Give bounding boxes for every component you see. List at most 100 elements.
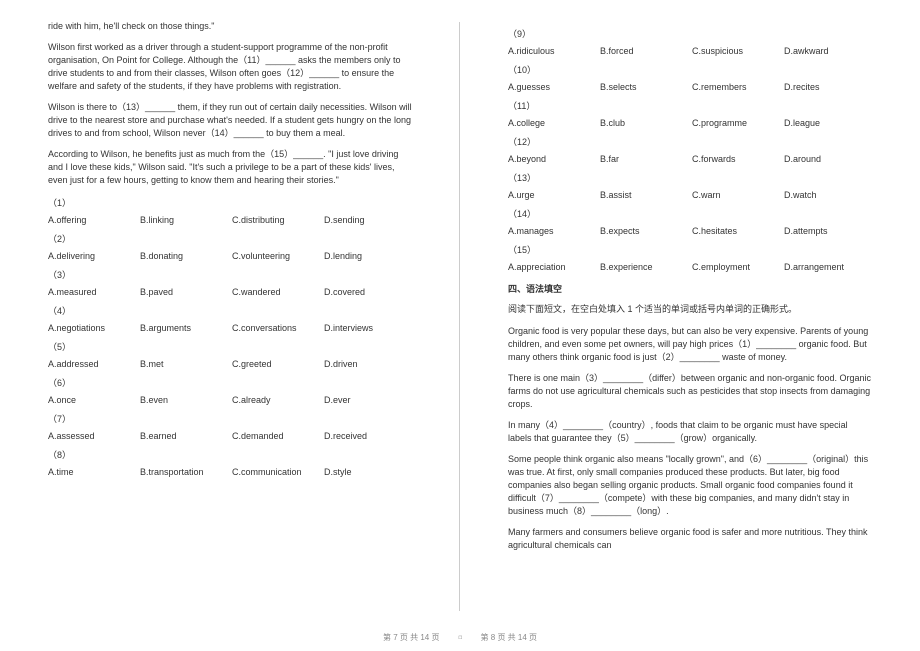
option: C.distributing — [232, 215, 324, 225]
option: A.manages — [508, 226, 600, 236]
option-row: A.ridiculousB.forcedC.suspiciousD.awkwar… — [508, 46, 872, 56]
option: A.urge — [508, 190, 600, 200]
option: D.recites — [784, 82, 876, 92]
question-number: （13） — [508, 171, 872, 184]
right-page: （9） A.ridiculousB.forcedC.suspiciousD.awk… — [460, 0, 920, 651]
option: D.covered — [324, 287, 416, 297]
option: D.league — [784, 118, 876, 128]
question-number: （8） — [48, 448, 412, 461]
paragraph: In many（4）________（country）, foods that … — [508, 419, 872, 445]
question-number: （10） — [508, 63, 872, 76]
option: D.attempts — [784, 226, 876, 236]
option: B.earned — [140, 431, 232, 441]
page-footer: 第 7 页 共 14 页 ◇ 第 8 页 共 14 页 — [0, 632, 920, 643]
question-number: （9） — [508, 27, 872, 40]
option: B.selects — [600, 82, 692, 92]
option: B.forced — [600, 46, 692, 56]
option: B.experience — [600, 262, 692, 272]
option: B.transportation — [140, 467, 232, 477]
option: B.club — [600, 118, 692, 128]
option: B.far — [600, 154, 692, 164]
option-row: A.timeB.transportationC.communicationD.s… — [48, 467, 412, 477]
option: D.driven — [324, 359, 416, 369]
option: D.arrangement — [784, 262, 876, 272]
option: A.time — [48, 467, 140, 477]
option-row: A.offeringB.linkingC.distributingD.sendi… — [48, 215, 412, 225]
question-number: （5） — [48, 340, 412, 353]
paragraph: ride with him, he'll check on those thin… — [48, 20, 412, 33]
option-row: A.beyondB.farC.forwardsD.around — [508, 154, 872, 164]
diamond-icon: ◇ — [456, 634, 464, 642]
option: D.watch — [784, 190, 876, 200]
option: D.style — [324, 467, 416, 477]
option: B.met — [140, 359, 232, 369]
paragraph: Wilson is there to（13）______ them, if th… — [48, 101, 412, 140]
option: C.forwards — [692, 154, 784, 164]
option: C.suspicious — [692, 46, 784, 56]
option: A.offering — [48, 215, 140, 225]
option: C.wandered — [232, 287, 324, 297]
option: A.delivering — [48, 251, 140, 261]
option-row: A.guessesB.selectsC.remembersD.recites — [508, 82, 872, 92]
option: D.received — [324, 431, 416, 441]
option-row: A.deliveringB.donatingC.volunteeringD.le… — [48, 251, 412, 261]
option: B.expects — [600, 226, 692, 236]
option-row: A.negotiationsB.argumentsC.conversations… — [48, 323, 412, 333]
option: A.measured — [48, 287, 140, 297]
option: A.assessed — [48, 431, 140, 441]
option: C.demanded — [232, 431, 324, 441]
option: C.programme — [692, 118, 784, 128]
option: A.once — [48, 395, 140, 405]
paragraph: Wilson first worked as a driver through … — [48, 41, 412, 93]
question-number: （14） — [508, 207, 872, 220]
option: D.around — [784, 154, 876, 164]
option: C.employment — [692, 262, 784, 272]
option: C.warn — [692, 190, 784, 200]
option: D.awkward — [784, 46, 876, 56]
option: D.lending — [324, 251, 416, 261]
question-number: （3） — [48, 268, 412, 281]
option: B.donating — [140, 251, 232, 261]
question-number: （4） — [48, 304, 412, 317]
option-row: A.measuredB.pavedC.wanderedD.covered — [48, 287, 412, 297]
paragraph: Some people think organic also means "lo… — [508, 453, 872, 518]
option-row: A.addressedB.metC.greetedD.driven — [48, 359, 412, 369]
option: C.remembers — [692, 82, 784, 92]
option: A.guesses — [508, 82, 600, 92]
paragraph: Many farmers and consumers believe organ… — [508, 526, 872, 552]
question-number: （2） — [48, 232, 412, 245]
option: B.paved — [140, 287, 232, 297]
option: B.arguments — [140, 323, 232, 333]
option: B.assist — [600, 190, 692, 200]
option: D.interviews — [324, 323, 416, 333]
option: A.addressed — [48, 359, 140, 369]
option-row: A.urgeB.assistC.warnD.watch — [508, 190, 872, 200]
option-row: A.onceB.evenC.alreadyD.ever — [48, 395, 412, 405]
option: C.conversations — [232, 323, 324, 333]
option: B.linking — [140, 215, 232, 225]
paragraph: There is one main（3）________（differ）betw… — [508, 372, 872, 411]
option: C.communication — [232, 467, 324, 477]
option: B.even — [140, 395, 232, 405]
option-row: A.collegeB.clubC.programmeD.league — [508, 118, 872, 128]
question-number: （7） — [48, 412, 412, 425]
option-row: A.assessedB.earnedC.demandedD.received — [48, 431, 412, 441]
left-page: ride with him, he'll check on those thin… — [0, 0, 460, 651]
question-number: （11） — [508, 99, 872, 112]
option: A.negotiations — [48, 323, 140, 333]
option-row: A.managesB.expectsC.hesitatesD.attempts — [508, 226, 872, 236]
option: C.hesitates — [692, 226, 784, 236]
question-number: （6） — [48, 376, 412, 389]
option: C.greeted — [232, 359, 324, 369]
instruction: 阅读下面短文，在空白处填入 1 个适当的单词或括号内单词的正确形式。 — [508, 303, 872, 317]
option: A.appreciation — [508, 262, 600, 272]
question-number: （1） — [48, 196, 412, 209]
question-list: （1） A.offeringB.linkingC.distributingD.se… — [48, 196, 412, 477]
option: D.sending — [324, 215, 416, 225]
page-number-right: 第 8 页 共 14 页 — [481, 633, 537, 642]
question-list: （9） A.ridiculousB.forcedC.suspiciousD.awk… — [508, 27, 872, 272]
question-number: （15） — [508, 243, 872, 256]
paragraph: According to Wilson, he benefits just as… — [48, 148, 412, 187]
option: C.volunteering — [232, 251, 324, 261]
option: A.beyond — [508, 154, 600, 164]
